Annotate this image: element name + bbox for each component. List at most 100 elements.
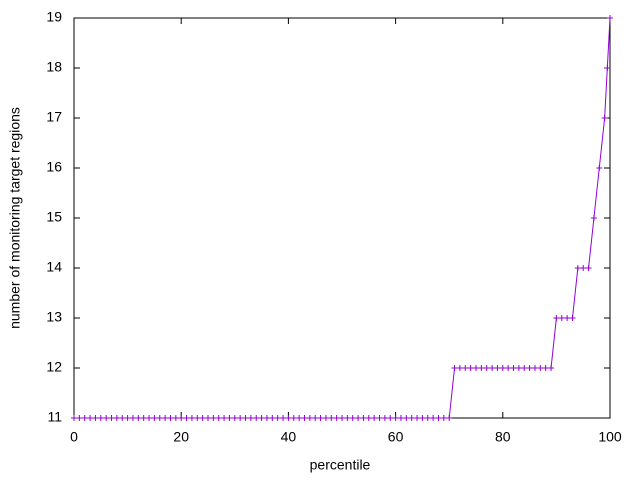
y-tick-label: 18 — [46, 59, 62, 75]
y-tick-label: 11 — [47, 409, 62, 425]
data-point — [515, 365, 522, 371]
x-tick-label: 20 — [173, 429, 189, 445]
x-tick-label: 60 — [388, 429, 404, 445]
x-tick-label: 0 — [70, 429, 78, 445]
y-tick-label: 13 — [46, 309, 62, 325]
data-point — [103, 415, 110, 421]
data-point — [81, 415, 88, 421]
x-tick-label: 100 — [598, 429, 622, 445]
data-point — [215, 415, 222, 421]
data-point — [210, 415, 217, 421]
data-point — [328, 415, 335, 421]
data-point — [113, 415, 120, 421]
data-point — [87, 415, 94, 421]
data-point — [151, 415, 158, 421]
data-point — [451, 365, 458, 371]
data-point — [71, 415, 77, 421]
data-point — [301, 415, 308, 421]
data-point — [280, 415, 287, 421]
data-point — [92, 415, 99, 421]
data-point — [397, 415, 404, 421]
data-point — [199, 415, 206, 421]
data-line — [74, 17, 611, 419]
data-point — [296, 415, 303, 421]
data-point — [162, 415, 169, 421]
data-point — [253, 415, 260, 421]
data-point — [349, 415, 356, 421]
data-point — [446, 415, 453, 421]
data-point — [526, 365, 533, 371]
data-point — [188, 415, 195, 421]
data-point — [231, 415, 238, 421]
data-point — [344, 415, 351, 421]
data-point — [194, 415, 201, 421]
data-point — [403, 415, 410, 421]
data-point — [387, 415, 394, 421]
data-point — [317, 415, 324, 421]
data-point — [205, 415, 211, 421]
data-point — [435, 415, 442, 421]
data-point — [365, 415, 372, 421]
y-axis-label: number of monitoring target regions — [7, 107, 23, 329]
data-point — [585, 265, 592, 271]
data-point — [478, 365, 485, 371]
y-tick-label: 19 — [46, 9, 62, 25]
data-point — [129, 415, 136, 421]
data-point — [339, 415, 345, 421]
x-tick-label: 80 — [495, 429, 511, 445]
data-point — [604, 65, 611, 71]
data-point — [360, 415, 367, 421]
data-point — [333, 415, 340, 421]
plot-border — [73, 17, 611, 419]
data-point — [135, 415, 142, 421]
y-tick-label: 12 — [46, 359, 62, 375]
data-point — [574, 265, 581, 271]
data-point — [242, 415, 249, 421]
data-point — [263, 415, 270, 421]
y-tick-label: 15 — [46, 209, 62, 225]
data-point — [467, 365, 474, 371]
data-point — [499, 365, 506, 371]
data-point — [381, 415, 388, 421]
data-point — [590, 215, 597, 221]
data-point — [376, 415, 383, 421]
data-point — [564, 315, 571, 321]
data-point — [312, 415, 319, 421]
data-point — [156, 415, 163, 421]
data-point — [531, 365, 538, 371]
data-point — [97, 415, 104, 421]
data-point — [124, 415, 131, 421]
data-point — [408, 415, 415, 421]
data-point — [355, 415, 362, 421]
y-tick-label: 16 — [46, 159, 62, 175]
data-point — [183, 415, 190, 421]
data-point — [167, 415, 174, 421]
data-point — [537, 365, 544, 371]
data-point — [172, 415, 179, 421]
data-point — [392, 415, 399, 421]
data-point — [108, 415, 115, 421]
data-point — [306, 415, 313, 421]
data-point — [419, 415, 426, 421]
y-tick-label: 14 — [46, 259, 62, 275]
data-point — [483, 365, 490, 371]
data-point — [548, 365, 555, 371]
data-point — [521, 365, 528, 371]
data-point — [505, 365, 512, 371]
x-axis-label: percentile — [310, 457, 371, 473]
data-point — [269, 415, 276, 421]
data-point — [440, 415, 447, 421]
data-point — [221, 415, 228, 421]
data-point — [489, 365, 496, 371]
data-point — [558, 315, 565, 321]
data-point — [146, 415, 153, 421]
data-point — [456, 365, 463, 371]
data-point — [601, 115, 608, 121]
data-point — [473, 365, 479, 371]
data-point — [596, 165, 603, 171]
data-point — [371, 415, 378, 421]
data-point — [424, 415, 431, 421]
data-point — [553, 315, 560, 321]
